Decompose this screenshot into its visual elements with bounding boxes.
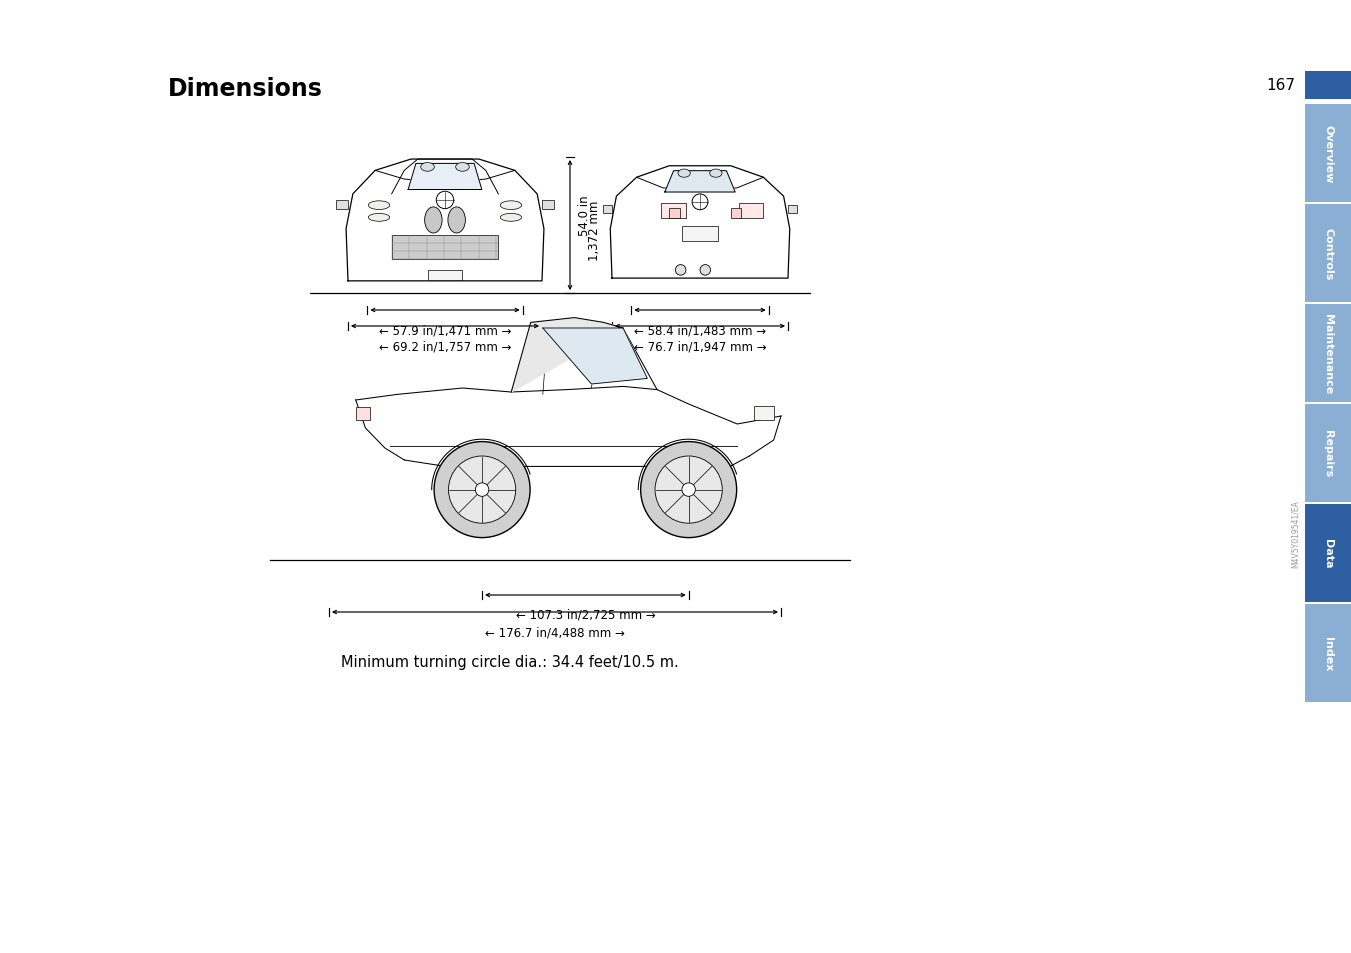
Ellipse shape: [449, 208, 465, 233]
Circle shape: [700, 265, 711, 275]
Text: Controls: Controls: [1323, 228, 1333, 280]
Bar: [682, 227, 717, 242]
Text: Minimum turning circle dia.: 34.4 feet/10.5 m.: Minimum turning circle dia.: 34.4 feet/1…: [340, 654, 678, 669]
Bar: [669, 209, 680, 219]
Bar: [739, 204, 763, 219]
Bar: [788, 206, 797, 214]
Ellipse shape: [369, 214, 389, 222]
Text: Maintenance: Maintenance: [1323, 314, 1333, 394]
Text: M4V5Y019541/EA: M4V5Y019541/EA: [1290, 499, 1300, 567]
Text: ← 76.7 in/1,947 mm →: ← 76.7 in/1,947 mm →: [634, 339, 766, 353]
Text: ← 176.7 in/4,488 mm →: ← 176.7 in/4,488 mm →: [485, 625, 626, 639]
Polygon shape: [665, 172, 735, 193]
Polygon shape: [408, 164, 482, 191]
Ellipse shape: [420, 163, 434, 172]
Text: Index: Index: [1323, 637, 1333, 671]
Circle shape: [434, 442, 530, 538]
Circle shape: [449, 456, 516, 523]
Text: ← 107.3 in/2,725 mm →: ← 107.3 in/2,725 mm →: [516, 608, 655, 621]
Bar: [392, 235, 499, 260]
Bar: [661, 204, 686, 219]
Circle shape: [476, 483, 489, 497]
Text: Data: Data: [1323, 538, 1333, 568]
Text: ← 58.4 in/1,483 mm →: ← 58.4 in/1,483 mm →: [634, 324, 766, 336]
Bar: [542, 201, 554, 210]
Text: 167: 167: [1266, 78, 1296, 93]
Text: ← 69.2 in/1,757 mm →: ← 69.2 in/1,757 mm →: [378, 339, 511, 353]
Circle shape: [436, 192, 454, 210]
Bar: [427, 271, 462, 281]
Text: Overview: Overview: [1323, 125, 1333, 183]
Ellipse shape: [709, 170, 721, 178]
Ellipse shape: [678, 170, 690, 178]
Bar: [1305, 105, 1351, 203]
Bar: [1305, 604, 1351, 702]
Circle shape: [640, 442, 736, 538]
Bar: [603, 206, 612, 214]
Circle shape: [655, 456, 723, 523]
Ellipse shape: [455, 163, 469, 172]
Bar: [336, 201, 349, 210]
Text: 54.0 in: 54.0 in: [578, 195, 590, 236]
Circle shape: [682, 483, 696, 497]
Polygon shape: [543, 329, 647, 385]
Circle shape: [676, 265, 686, 275]
Text: Repairs: Repairs: [1323, 430, 1333, 477]
Bar: [731, 209, 742, 219]
Bar: [1305, 205, 1351, 303]
Text: 1,372 mm: 1,372 mm: [588, 201, 601, 261]
Ellipse shape: [369, 202, 389, 211]
Circle shape: [692, 194, 708, 211]
Bar: [754, 406, 774, 420]
Text: Dimensions: Dimensions: [168, 77, 323, 101]
Bar: [1305, 405, 1351, 502]
Polygon shape: [511, 318, 623, 393]
Bar: [1305, 71, 1351, 100]
Ellipse shape: [424, 208, 442, 233]
Ellipse shape: [500, 202, 521, 211]
Bar: [1305, 504, 1351, 602]
Text: ← 57.9 in/1,471 mm →: ← 57.9 in/1,471 mm →: [378, 324, 511, 336]
Bar: [1305, 305, 1351, 402]
Bar: [355, 408, 370, 420]
Ellipse shape: [500, 214, 521, 222]
